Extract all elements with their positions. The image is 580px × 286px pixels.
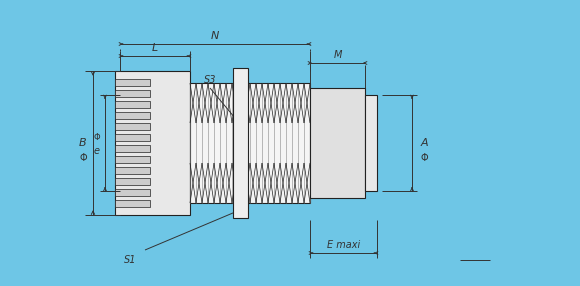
Text: B: B [79, 138, 87, 148]
Text: M: M [334, 50, 342, 60]
Text: S3: S3 [204, 75, 216, 85]
Bar [115, 79, 150, 86]
Bar [115, 90, 150, 97]
Bar [115, 200, 150, 207]
Bar [115, 178, 150, 185]
Text: Φ: Φ [79, 153, 87, 163]
Bar [115, 112, 150, 119]
Text: e: e [94, 146, 100, 156]
Bar [233, 68, 248, 218]
Bar [115, 145, 150, 152]
Text: Φ: Φ [94, 134, 100, 142]
Text: N: N [211, 31, 219, 41]
Bar [115, 71, 190, 215]
Text: L: L [152, 43, 158, 53]
Bar [365, 95, 377, 191]
Text: Φ: Φ [420, 153, 428, 163]
Bar [115, 123, 150, 130]
Bar [115, 156, 150, 163]
Text: S1: S1 [124, 255, 136, 265]
Text: A: A [420, 138, 428, 148]
Bar [115, 167, 150, 174]
Bar [115, 101, 150, 108]
Bar [310, 88, 365, 198]
Bar [115, 134, 150, 141]
Bar [190, 83, 310, 203]
Bar [115, 189, 150, 196]
Text: E maxi: E maxi [327, 240, 360, 250]
